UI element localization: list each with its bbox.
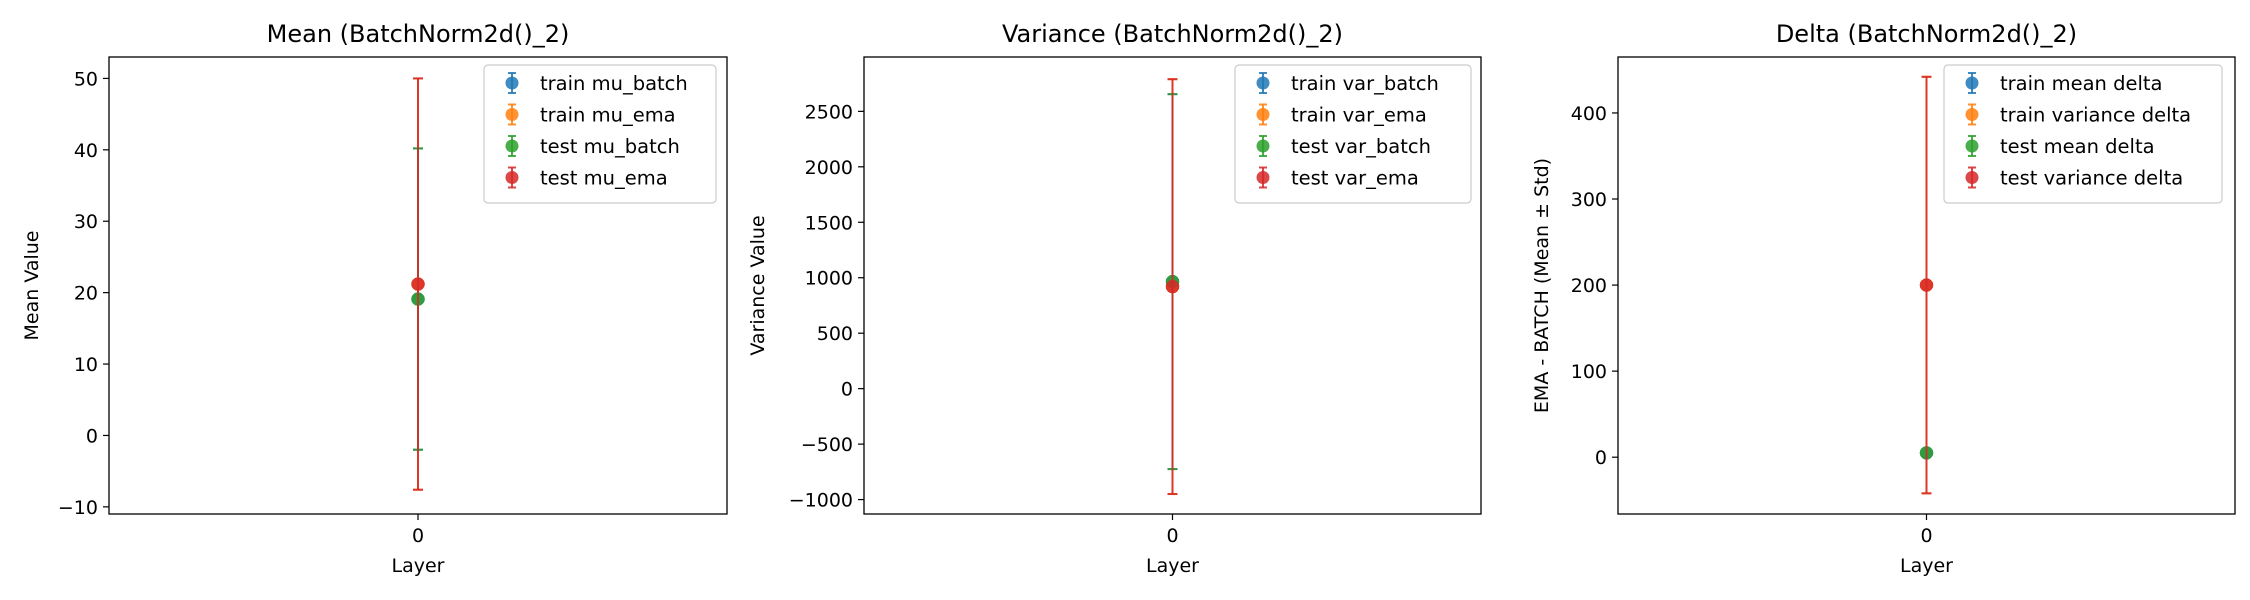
y-tick-label: 50	[74, 68, 98, 90]
y-axis-label: Mean Value	[21, 231, 43, 341]
y-tick-label: −1000	[789, 490, 853, 512]
legend-label: test var_ema	[1291, 167, 1419, 190]
x-tick-label: 0	[1920, 525, 1932, 547]
x-axis-label: Layer	[1146, 555, 1199, 577]
plot-frame	[1617, 56, 2236, 515]
legend-label: test var_batch	[1291, 135, 1431, 158]
legend-box	[1943, 64, 2223, 204]
chart-panel-1: Mean (BatchNorm2d()_2) −10 0 10 20 30 40 50 0 Lay…	[21, 20, 728, 577]
y-tick-label: 200	[1571, 275, 1607, 297]
legend-marker	[1256, 171, 1270, 184]
y-tick-label: 1500	[805, 212, 853, 234]
legend-label: train var_batch	[1291, 72, 1439, 95]
legend-marker	[1965, 139, 1979, 153]
data-point	[1919, 278, 1934, 292]
series-test-var_ema	[1165, 78, 1180, 496]
y-tick-label: 2000	[805, 157, 853, 179]
y-tick-label: 0	[86, 425, 98, 447]
y-tick-label: 1000	[805, 268, 853, 290]
legend-label: test variance delta	[2000, 167, 2183, 190]
legend-marker	[505, 76, 519, 90]
y-tick-label: −500	[801, 434, 853, 456]
y-tick-label: 2500	[805, 101, 853, 123]
legend-label: train mean delta	[2000, 72, 2162, 95]
y-axis-label: EMA - BATCH (Mean ± Std)	[1531, 158, 1553, 413]
legend-marker	[505, 108, 519, 121]
legend-marker	[1965, 76, 1979, 90]
legend-marker	[505, 139, 519, 153]
legend-label: train variance delta	[2000, 104, 2191, 127]
legend-label: test mu_ema	[540, 167, 668, 190]
y-tick-label: 0	[1595, 447, 1607, 469]
y-tick-label: 500	[817, 323, 853, 345]
series-test-variance-delta	[1919, 75, 1934, 495]
y-tick-label: 10	[74, 354, 98, 376]
chart-title: Delta (BatchNorm2d()_2)	[1776, 20, 2077, 48]
legend-label: test mean delta	[2000, 135, 2155, 158]
chart-title: Variance (BatchNorm2d()_2)	[1002, 20, 1343, 48]
data-point	[1165, 279, 1180, 294]
y-axis-label: Variance Value	[747, 215, 769, 355]
plot-frame	[863, 56, 1482, 515]
x-tick-label: 0	[412, 525, 424, 547]
legend-marker	[1256, 139, 1270, 153]
legend: train mean delta train variance delta test…	[1943, 64, 2223, 204]
chart-title: Mean (BatchNorm2d()_2)	[267, 20, 570, 48]
data-point	[411, 277, 425, 291]
legend-marker	[1965, 108, 1979, 121]
y-tick-label: 20	[74, 283, 98, 305]
legend-label: train mu_batch	[540, 72, 688, 95]
legend-box	[483, 64, 717, 204]
series-test-mu_ema	[411, 77, 425, 491]
x-axis-label: Layer	[392, 555, 445, 577]
legend-box	[1234, 64, 1472, 204]
y-tick-label: 30	[74, 211, 98, 233]
chart-panel-3: Delta (BatchNorm2d()_2) 0 100 200 300 400 0 Lay…	[1531, 20, 2236, 577]
y-tick-label: 400	[1571, 103, 1607, 125]
legend-marker	[1965, 171, 1979, 184]
plot-frame	[108, 56, 728, 515]
x-tick-label: 0	[1166, 525, 1178, 547]
legend-label: train var_ema	[1291, 104, 1427, 127]
y-tick-label: 100	[1571, 361, 1607, 383]
legend-marker	[1256, 76, 1270, 90]
y-tick-label: 300	[1571, 189, 1607, 211]
legend-label: test mu_batch	[540, 135, 680, 158]
x-axis-label: Layer	[1900, 555, 1953, 577]
y-tick-label: 0	[841, 379, 853, 401]
chart-panel-2: Variance (BatchNorm2d()_2) −1000 −500 0 500 1…	[747, 20, 1482, 577]
y-tick-label: −10	[58, 497, 98, 519]
legend-marker	[1256, 108, 1270, 121]
y-tick-label: 40	[74, 140, 98, 162]
legend-label: train mu_ema	[540, 104, 676, 127]
legend-marker	[505, 171, 519, 184]
